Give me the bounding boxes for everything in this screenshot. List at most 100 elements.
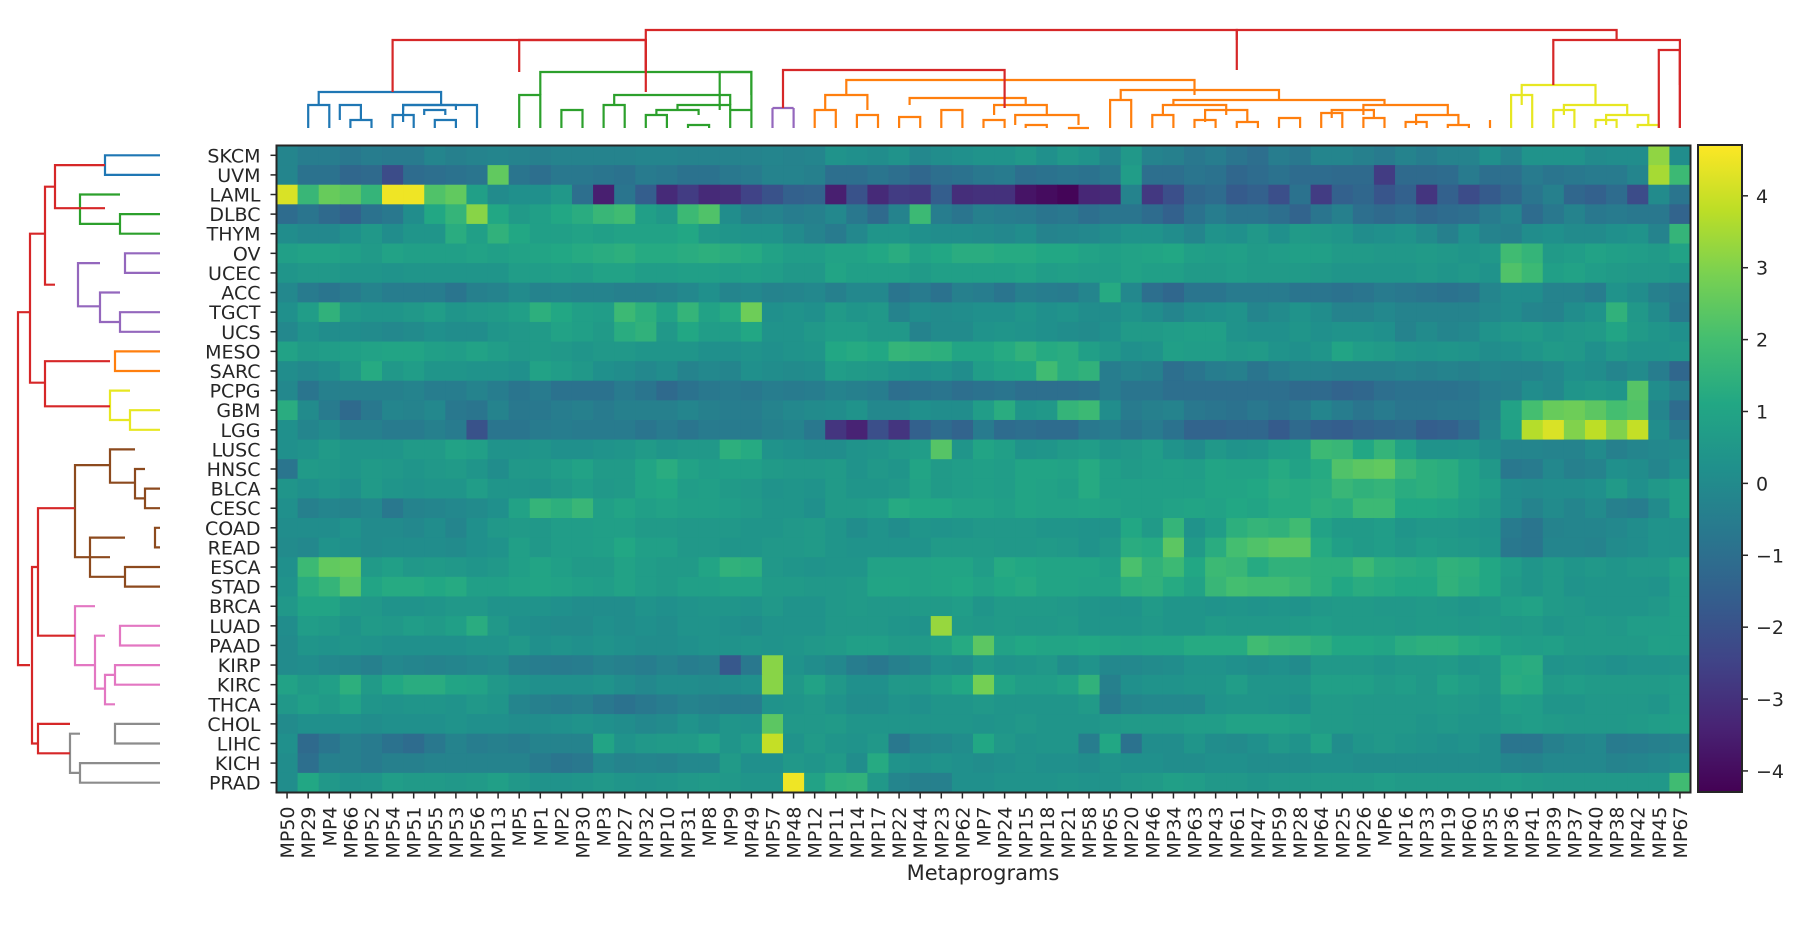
heatmap-cell [1479, 145, 1502, 166]
heatmap-cell [698, 733, 721, 754]
row-label: OV [233, 243, 261, 265]
heatmap-cell [1226, 557, 1248, 578]
heatmap-cell [1500, 674, 1523, 696]
heatmap-cell [445, 321, 468, 343]
heatmap-cell [1289, 694, 1312, 715]
heatmap-cell [1500, 459, 1523, 480]
heatmap-cell [1542, 753, 1565, 774]
heatmap-cell [1395, 223, 1417, 245]
heatmap-cell [888, 321, 911, 343]
heatmap-cell [297, 537, 320, 558]
heatmap-cell [804, 321, 826, 343]
heatmap-cell [1162, 537, 1185, 558]
heatmap-cell [740, 616, 763, 637]
heatmap-cell [403, 459, 425, 480]
heatmap-cell [297, 772, 320, 794]
heatmap-cell [1036, 400, 1058, 421]
heatmap-cell [1437, 733, 1459, 754]
heatmap-cell [698, 341, 721, 362]
row-dendrogram-branch [78, 762, 160, 784]
heatmap-cell [719, 145, 742, 166]
heatmap-cell [1183, 302, 1206, 323]
heatmap-cell [1289, 263, 1312, 284]
heatmap-cell [1416, 321, 1438, 343]
heatmap-cell [1416, 694, 1438, 715]
colorbar-tick-label: 1 [1756, 401, 1768, 423]
heatmap-cell [888, 380, 911, 401]
heatmap-cell [1669, 145, 1692, 166]
heatmap-cell [1479, 204, 1502, 225]
heatmap-cell [1289, 714, 1312, 735]
heatmap-cell [339, 459, 362, 480]
heatmap-cell [487, 223, 510, 245]
heatmap-cell [1310, 596, 1333, 617]
heatmap-cell [276, 596, 299, 617]
heatmap-cell [1120, 674, 1143, 696]
heatmap-cell [930, 498, 953, 519]
heatmap-cell [318, 537, 341, 558]
heatmap-cell [740, 204, 763, 225]
heatmap-cell [783, 537, 805, 558]
heatmap-cell [740, 753, 763, 774]
heatmap-cell [1521, 439, 1544, 460]
heatmap-cell [1521, 772, 1544, 794]
heatmap-cell [508, 753, 531, 774]
heatmap-cell [360, 321, 383, 343]
heatmap-cell [1268, 439, 1291, 460]
heatmap-cell [1331, 714, 1354, 735]
heatmap-cell [972, 537, 995, 558]
heatmap-cell [972, 165, 995, 186]
heatmap-cell [318, 616, 341, 637]
heatmap-cell [761, 361, 784, 382]
heatmap-cell [1352, 243, 1375, 264]
heatmap-cell [1669, 204, 1692, 225]
heatmap-cell [1141, 557, 1164, 578]
heatmap-cell [1584, 772, 1607, 794]
heatmap-cell [783, 263, 805, 284]
heatmap-cell [740, 478, 763, 500]
heatmap-cell [1162, 282, 1185, 303]
heatmap-cell [276, 184, 299, 205]
column-label: MP35 [1480, 807, 1502, 859]
heatmap-cell [1078, 674, 1101, 696]
heatmap-cell [1395, 557, 1417, 578]
heatmap-cell [593, 204, 615, 225]
heatmap-cell [1268, 243, 1291, 264]
column-dendrogram-branch [1552, 38, 1681, 85]
heatmap-cell [867, 537, 890, 558]
heatmap-cell [297, 576, 320, 598]
heatmap-cell [1352, 204, 1375, 225]
heatmap-cell [1120, 537, 1143, 558]
heatmap-cell [1289, 635, 1312, 656]
heatmap-cell [1289, 557, 1312, 578]
heatmap-cell [1310, 459, 1333, 480]
heatmap-cell [994, 714, 1016, 735]
heatmap-cell [1373, 557, 1396, 578]
column-dendrogram-branch [317, 90, 443, 105]
heatmap-cell [1015, 655, 1037, 676]
heatmap-cell [403, 223, 425, 245]
heatmap-cell [1627, 518, 1649, 539]
heatmap-cell [1500, 341, 1523, 362]
heatmap-cell [1310, 498, 1333, 519]
heatmap-cells [276, 145, 1692, 794]
heatmap-cell [550, 753, 573, 774]
heatmap-cell [1015, 361, 1037, 382]
heatmap-cell [994, 498, 1016, 519]
heatmap-cell [1057, 459, 1080, 480]
heatmap-cell [825, 145, 847, 166]
heatmap-cell [550, 400, 573, 421]
heatmap-cell [635, 596, 657, 617]
heatmap-cell [1437, 537, 1459, 558]
heatmap-cell [1669, 459, 1692, 480]
heatmap-cell [1500, 184, 1523, 205]
heatmap-cell [550, 282, 573, 303]
heatmap-cell [1268, 557, 1291, 578]
heatmap-cell [1584, 537, 1607, 558]
heatmap-cell [972, 655, 995, 676]
heatmap-cell [550, 223, 573, 245]
heatmap-cell [719, 714, 742, 735]
heatmap-cell [656, 498, 679, 519]
heatmap-cell [994, 733, 1016, 754]
heatmap-cell [487, 753, 510, 774]
